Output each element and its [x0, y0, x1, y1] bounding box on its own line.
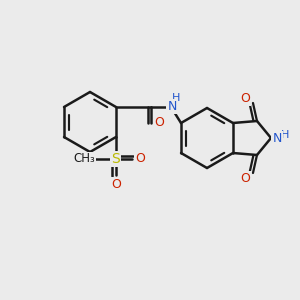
Text: N: N [272, 131, 282, 145]
Text: H: H [281, 130, 289, 140]
Text: H: H [172, 93, 180, 103]
Text: CH₃: CH₃ [73, 152, 95, 166]
Text: N: N [167, 100, 177, 112]
Text: O: O [240, 92, 250, 104]
Text: O: O [154, 116, 164, 130]
Text: O: O [111, 178, 121, 190]
Text: O: O [240, 172, 250, 184]
Text: O: O [135, 152, 145, 166]
Text: S: S [112, 152, 120, 166]
